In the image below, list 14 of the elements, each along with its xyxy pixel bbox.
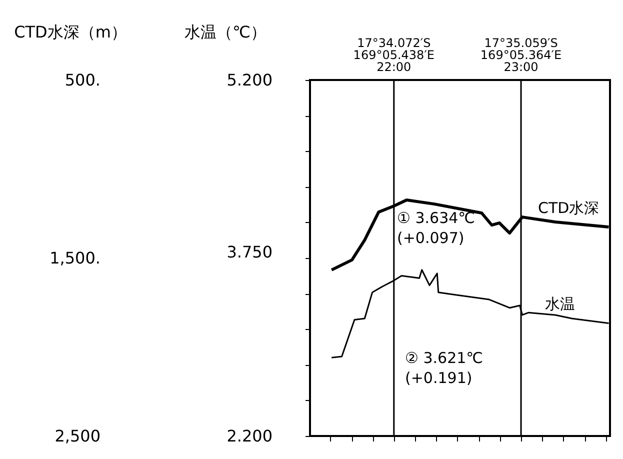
annotation: ① 3.634℃ (+0.097): [397, 209, 476, 247]
y2-tick-label: 3.750: [226, 242, 272, 262]
y-tick-label: 500.: [64, 70, 100, 90]
ref-line-label: 17°34.072′S 169°05.438′E 22:00: [353, 36, 434, 74]
y-axis-title: CTD水深（m）: [14, 22, 127, 42]
y2-tick-label: 2.200: [226, 426, 272, 446]
y2-tick-label: 5.200: [226, 70, 272, 90]
y2-axis-title: 水温（℃）: [184, 22, 266, 42]
series-label: CTD水深: [538, 199, 600, 217]
annotation: ② 3.621℃ (+0.191): [405, 349, 484, 387]
ref-line-label: 17°35.059′S 169°05.364′E 23:00: [480, 36, 562, 74]
y-tick-label: 2,500: [54, 426, 100, 446]
series-label: 水温: [545, 295, 575, 313]
y-tick-label: 1,500.: [50, 248, 100, 268]
